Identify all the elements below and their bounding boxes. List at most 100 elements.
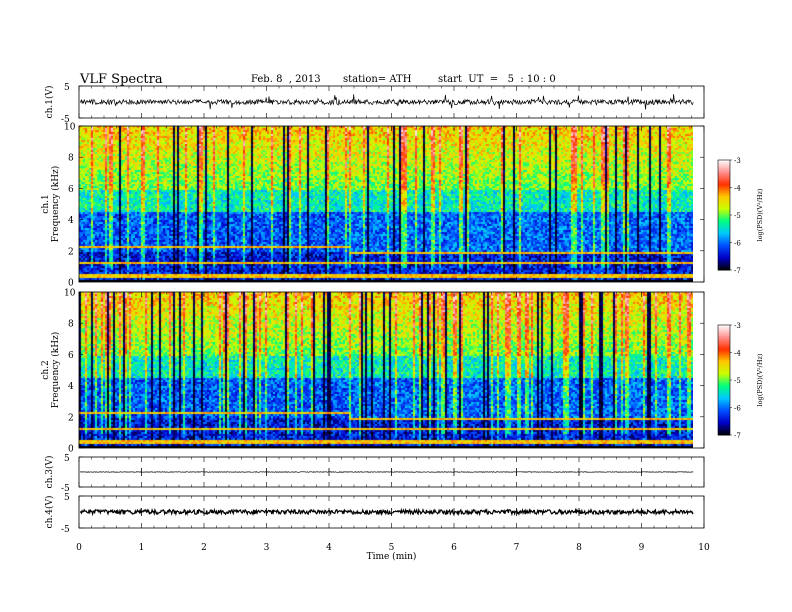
ch2-spectrogram-ylabel-line: Frequency (kHz)	[50, 332, 61, 409]
ch1-spectrogram-colorbar-cell	[718, 174, 730, 177]
ch1-spectrogram-colorbar-cell	[718, 169, 730, 172]
x-axis-label: Time (min)	[367, 551, 417, 562]
ch2-spectrogram-colorbar-cell	[718, 370, 730, 374]
ch2-spectrogram-colorbar-cell	[718, 372, 730, 375]
ch1-spectrogram-colorbar-cell	[718, 238, 730, 242]
ch1-waveform-trace	[79, 94, 694, 110]
ch2-spectrogram-colorbar-cell	[718, 433, 730, 436]
ch3-waveform-ytick-label: 5	[64, 454, 70, 464]
x-tick-label: 8	[576, 543, 582, 553]
ch1-spectrogram-colorbar-cell	[718, 229, 730, 232]
ch2-spectrogram-colorbar-cell	[718, 348, 730, 352]
ch1-spectrogram-colorbar-cell	[718, 231, 730, 234]
ch2-spectrogram-colorbar-cell	[718, 347, 730, 350]
ch1-spectrogram-colorbar-cell	[718, 209, 730, 212]
x-tick-label: 5	[389, 543, 395, 553]
ch2-spectrogram-colorbar-cell	[718, 389, 730, 392]
ch1-spectrogram-colorbar-cell	[718, 205, 730, 209]
ch2-spectrogram-colorbar-cell	[718, 380, 730, 383]
ch2-spectrogram-colorbar-cell	[718, 356, 730, 359]
ch2-spectrogram-colorbar-cell	[718, 365, 730, 368]
ch1-spectrogram-ytick-label: 2	[68, 247, 74, 257]
ch1-spectrogram-colorbar-cell	[718, 204, 730, 207]
x-tick-label: 0	[76, 543, 82, 553]
ch1-spectrogram-colorbar-cell	[718, 264, 730, 267]
ch2-spectrogram-colorbar-cell	[718, 332, 730, 335]
ch1-spectrogram-colorbar-cell	[718, 246, 730, 249]
ch2-spectrogram-colorbar-cell	[718, 367, 730, 370]
ch1-spectrogram-colorbar-cell	[718, 233, 730, 236]
ch1-spectrogram-colorbar-cell	[718, 218, 730, 221]
ch1-spectrogram-colorbar-cell	[718, 213, 730, 216]
x-tick-label: 6	[451, 543, 457, 553]
ch2-spectrogram-colorbar-cell	[718, 425, 730, 429]
ch1-spectrogram-colorbar-tick-label: -6	[734, 240, 741, 248]
ch2-spectrogram-colorbar-tick-label: -6	[734, 405, 741, 413]
ch2-spectrogram-colorbar-tick-label: -7	[734, 432, 741, 440]
ch1-spectrogram-colorbar-cell	[718, 180, 730, 183]
ch1-spectrogram-colorbar-cell	[718, 183, 730, 187]
ch1-spectrogram-ylabel-line: Frequency (kHz)	[50, 166, 61, 243]
ch1-spectrogram-colorbar-cell	[718, 257, 730, 260]
ch1-spectrogram-colorbar-cell	[718, 171, 730, 174]
ch1-spectrogram-colorbar-cell	[718, 235, 730, 238]
ch1-spectrogram-ytick-label: 10	[64, 123, 76, 133]
ch2-spectrogram-colorbar-cell	[718, 424, 730, 427]
ch2-spectrogram-ytick-label: 4	[68, 382, 74, 392]
ch2-spectrogram-colorbar-cell	[718, 343, 730, 346]
ch2-spectrogram-ylabel-line: ch.2	[41, 360, 51, 379]
ch2-spectrogram-ylabel: ch.2Frequency (kHz)	[41, 332, 61, 409]
ch1-spectrogram-colorbar-cell	[718, 220, 730, 223]
ch1-spectrogram-colorbar-cell	[718, 196, 730, 199]
ch1-spectrogram-colorbar-cell	[718, 161, 730, 165]
ch1-spectrogram-colorbar-cell	[718, 268, 730, 271]
ch1-spectrogram-colorbar-cell	[718, 182, 730, 185]
ch1-spectrogram-colorbar-cell	[718, 172, 730, 176]
x-tick-label: 4	[326, 543, 332, 553]
ch2-spectrogram-colorbar-cell	[718, 354, 730, 357]
ch1-spectrogram-colorbar-cell	[718, 200, 730, 203]
ch1-spectrogram-colorbar-cell	[718, 259, 730, 262]
ch1-spectrogram-colorbar-cell	[718, 163, 730, 166]
ch1-spectrogram-colorbar-cell	[718, 226, 730, 229]
ch2-spectrogram-colorbar-cell	[718, 394, 730, 397]
ch2-spectrogram-colorbar-cell	[718, 392, 730, 396]
ch2-spectrogram-colorbar-cell	[718, 359, 730, 363]
ch2-spectrogram-colorbar-cell	[718, 337, 730, 341]
ch2-spectrogram-colorbar-cell	[718, 402, 730, 405]
ch2-spectrogram-colorbar-cell	[718, 336, 730, 339]
ch2-spectrogram-colorbar-cell	[718, 403, 730, 407]
ch1-spectrogram-ylabel-line: ch.1	[41, 194, 51, 213]
ch2-spectrogram-colorbar-cell	[718, 427, 730, 430]
ch1-spectrogram-colorbar-cell	[718, 248, 730, 251]
ch2-spectrogram-ytick-label: 0	[68, 445, 74, 455]
station-label: station= ATH	[343, 74, 412, 85]
ch2-spectrogram-colorbar-cell	[718, 416, 730, 419]
ch2-spectrogram-colorbar-cell	[718, 391, 730, 394]
ch2-spectrogram-colorbar-cell	[718, 407, 730, 410]
ch2-spectrogram-colorbar-cell	[718, 350, 730, 353]
ch1-spectrogram-colorbar-cell	[718, 160, 730, 163]
ch1-spectrogram-colorbar-cell	[718, 167, 730, 170]
ch2-spectrogram-colorbar-cell	[718, 398, 730, 401]
ch2-spectrogram-colorbar-tick-label: -3	[734, 322, 741, 330]
ch2-spectrogram-ytick-label: 10	[64, 289, 76, 299]
ch1-spectrogram-ytick-label: 0	[68, 279, 74, 289]
ch2-spectrogram-colorbar-cell	[718, 328, 730, 331]
x-tick-label: 2	[201, 543, 207, 553]
ch1-spectrogram-colorbar-cell	[718, 251, 730, 254]
ch2-spectrogram-colorbar-cell	[718, 411, 730, 414]
ch1-spectrogram-colorbar-cell	[718, 244, 730, 247]
ch1-spectrogram-colorbar-cell	[718, 191, 730, 194]
date-label: Feb. 8 , 2013	[251, 74, 321, 85]
ch1-spectrogram-colorbar-cell	[718, 242, 730, 245]
ch4-waveform-ylabel: ch.4(V)	[44, 496, 55, 529]
ch1-waveform-ytick-label: 5	[64, 83, 70, 93]
ch2-spectrogram-ytick-label: 2	[68, 413, 74, 423]
ch2-spectrogram-colorbar-cell	[718, 418, 730, 421]
ch1-spectrogram-colorbar-cell	[718, 194, 730, 198]
start-time-label: start UT = 5 : 10 : 0	[438, 74, 556, 85]
ch1-spectrogram-colorbar-cell	[718, 262, 730, 265]
ch2-spectrogram-colorbar-cell	[718, 413, 730, 416]
ch2-spectrogram-colorbar-cell	[718, 352, 730, 355]
